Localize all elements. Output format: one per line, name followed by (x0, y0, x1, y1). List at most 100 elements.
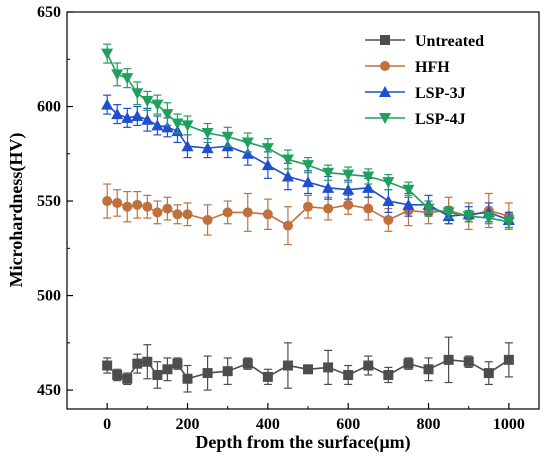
data-point (182, 209, 193, 220)
data-point (262, 209, 273, 220)
data-point (121, 111, 134, 123)
data-point (142, 201, 153, 212)
data-point (102, 360, 113, 371)
data-point (122, 201, 133, 212)
data-point (161, 121, 174, 133)
data-point (282, 220, 293, 231)
series-layer (101, 43, 515, 393)
data-point (202, 368, 213, 379)
data-point (182, 373, 193, 384)
data-point (202, 214, 213, 225)
data-point (322, 181, 335, 193)
data-point (383, 214, 394, 225)
data-point (101, 98, 114, 110)
data-point (201, 142, 214, 154)
data-point (422, 203, 435, 215)
data-point (142, 356, 153, 367)
data-point (222, 366, 233, 377)
data-point (281, 154, 294, 166)
data-point (162, 203, 173, 214)
data-point (402, 184, 415, 196)
data-point (303, 201, 314, 212)
x-tick-label: 400 (256, 416, 280, 433)
data-point (242, 358, 253, 369)
data-point (363, 203, 374, 214)
data-point (261, 159, 274, 171)
data-point (132, 199, 143, 210)
x-tick-label: 600 (336, 416, 360, 433)
data-point (241, 147, 254, 159)
data-point (122, 373, 133, 384)
legend-label: Untreated (415, 33, 484, 50)
data-point (322, 167, 335, 179)
y-tick-label: 650 (37, 4, 61, 21)
data-point (402, 198, 415, 210)
data-point (442, 207, 455, 219)
data-point (132, 358, 143, 369)
x-tick-label: 800 (417, 416, 441, 433)
data-point (151, 119, 164, 131)
legend-marker (380, 61, 390, 71)
legend-label: HFH (415, 59, 450, 76)
data-point (363, 360, 374, 371)
data-point (382, 177, 395, 189)
series-untreated (102, 336, 514, 393)
data-point (241, 137, 254, 149)
data-point (342, 169, 355, 181)
legend-marker (379, 113, 391, 124)
data-point (503, 354, 514, 365)
x-tick-label: 200 (176, 416, 200, 433)
x-axis-label: Depth from the surface(μm) (195, 432, 410, 453)
data-point (343, 369, 354, 380)
y-tick-label: 450 (37, 382, 61, 399)
data-point (171, 118, 184, 130)
data-point (443, 354, 454, 365)
data-point (222, 207, 233, 218)
data-point (112, 369, 123, 380)
axis-ticks: 0 200 400 600 800 1000 450 500 550 600 650 (37, 4, 525, 433)
y-tick-label: 600 (37, 99, 61, 116)
y-axis-label: Microhardness(HV) (6, 133, 27, 288)
data-point (483, 368, 494, 379)
data-point (101, 48, 114, 60)
legend-marker (379, 86, 391, 97)
data-point (362, 171, 375, 183)
data-point (323, 203, 334, 214)
legend: Untreated HFH LSP-3J LSP-4J (365, 33, 484, 128)
x-tick-label: 1000 (493, 416, 525, 433)
data-point (262, 371, 273, 382)
data-point (502, 216, 515, 228)
data-point (462, 211, 475, 223)
data-point (151, 99, 164, 111)
legend-label: LSP-3J (415, 85, 466, 102)
data-point (362, 181, 375, 193)
data-point (463, 356, 474, 367)
data-point (221, 131, 234, 143)
data-point (112, 197, 123, 208)
data-point (201, 127, 214, 139)
data-point (172, 209, 183, 220)
data-point (102, 196, 113, 207)
series-lsp-4j (101, 43, 515, 229)
data-point (382, 195, 395, 207)
data-point (282, 360, 293, 371)
data-point (303, 364, 314, 375)
data-point (141, 113, 154, 125)
data-point (141, 95, 154, 107)
data-point (302, 160, 315, 172)
data-point (323, 362, 334, 373)
data-point (383, 369, 394, 380)
series-hfh (102, 183, 514, 246)
data-point (242, 207, 253, 218)
data-point (111, 108, 124, 120)
data-point (152, 207, 163, 218)
y-tick-label: 500 (37, 288, 61, 305)
data-point (482, 213, 495, 225)
data-point (181, 120, 194, 132)
data-point (423, 364, 434, 375)
data-point (181, 140, 194, 152)
plot-frame (66, 11, 540, 410)
data-point (111, 69, 124, 81)
